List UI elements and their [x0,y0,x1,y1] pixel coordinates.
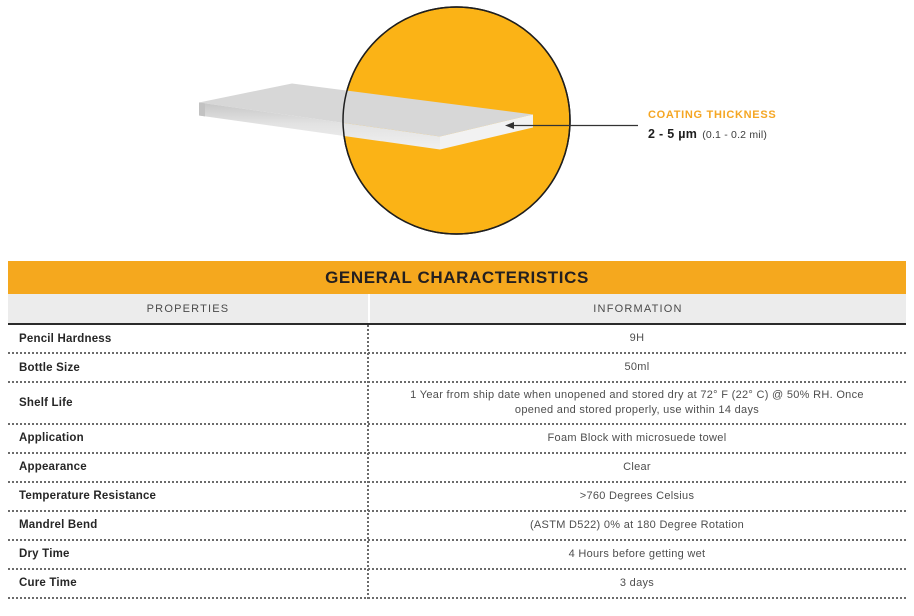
information-cell: 3 days [619,576,655,589]
property-cell: Application [19,432,84,445]
table-row: Shelf Life 1 Year from ship date when uno… [8,383,906,425]
column-header-divider [368,294,370,323]
callout-measurement: 2 - 5 µm (0.1 - 0.2 mil) [648,124,776,143]
arrow-left-icon [505,122,514,129]
general-characteristics-table: GENERAL CHARACTERISTICS PROPERTIES INFOR… [8,261,906,599]
property-cell: Bottle Size [19,361,80,374]
column-header-information: INFORMATION [370,294,906,323]
information-cell: 1 Year from ship date when unopened and … [410,389,864,416]
table-row: Application Foam Block with microsuede to… [8,425,906,454]
table-column-headers: PROPERTIES INFORMATION [8,294,906,325]
information-cell: (ASTM D522) 0% at 180 Degree Rotation [529,518,745,531]
table-row: Temperature Resistance >760 Degrees Celsi… [8,483,906,512]
information-cell: 50ml [624,361,650,374]
slab-front-face [199,102,440,150]
table-row: Bottle Size 50ml [8,354,906,383]
property-cell: Cure Time [19,577,77,590]
information-cell: 9H [629,332,645,345]
property-cell: Dry Time [19,548,70,561]
callout-value: 2 - 5 µm [648,127,698,142]
coating-diagram [199,6,638,235]
table-row: Dry Time 4 Hours before getting wet [8,541,906,570]
property-cell: Shelf Life [19,396,73,409]
table-body: Pencil Hardness 9H Bottle Size 50ml Shelf Li… [8,325,906,599]
table-title-banner: GENERAL CHARACTERISTICS [8,261,906,294]
property-cell: Appearance [19,461,87,474]
slab-top-face [199,83,533,137]
slab-left-cut [199,102,205,117]
information-cell: 4 Hours before getting wet [568,547,706,560]
coating-illustration: COATING THICKNESS 2 - 5 µm (0.1 - 0.2 mil… [0,0,914,252]
callout-note: (0.1 - 0.2 mil) [702,129,768,142]
table-row: Mandrel Bend (ASTM D522) 0% at 180 Degree… [8,512,906,541]
table-row: Pencil Hardness 9H [8,325,906,354]
magnifier-circle-outline [342,6,571,235]
property-cell: Pencil Hardness [19,332,112,345]
callout-pointer [505,122,638,129]
property-cell: Temperature Resistance [19,490,157,503]
column-divider [367,325,369,599]
information-cell: Foam Block with microsuede towel [547,431,727,444]
information-cell: Clear [623,460,651,473]
information-cell: >760 Degrees Celsius [579,489,695,502]
table-row: Cure Time 3 days [8,570,906,599]
callout-title: COATING THICKNESS [648,109,777,121]
slab-coating-edge [440,114,533,150]
property-cell: Mandrel Bend [19,519,98,532]
coating-thickness-callout: COATING THICKNESS 2 - 5 µm (0.1 - 0.2 mil… [648,109,776,143]
column-header-properties: PROPERTIES [8,294,368,323]
coated-slab [199,83,533,150]
table-row: Appearance Clear [8,454,906,483]
